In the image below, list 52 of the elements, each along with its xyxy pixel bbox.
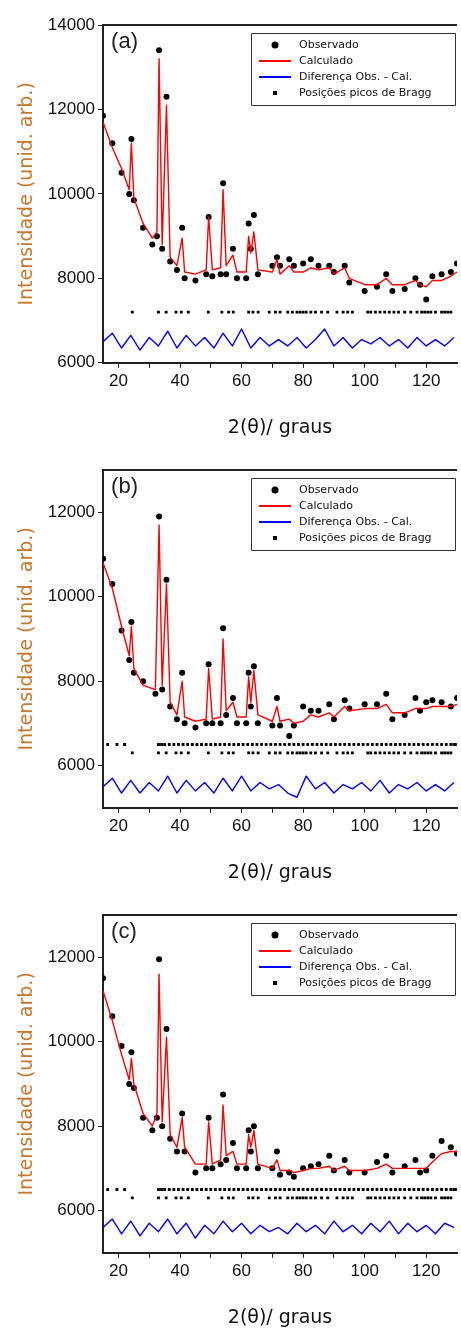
legend-label: Posições picos de Bragg [299, 975, 432, 989]
x-tick-label: 120 [412, 815, 441, 835]
legend-label: Diferença Obs. - Cal. [299, 959, 413, 973]
y-tick-label: 10000 [47, 183, 96, 203]
y-tick-label: 8000 [57, 670, 96, 690]
x-tick-label: 40 [170, 1260, 190, 1280]
x-tick-label: 20 [109, 1260, 128, 1280]
legend-label: Posições picos de Bragg [299, 85, 432, 99]
x-axis-title: 2(θ)/ graus [227, 859, 333, 882]
x-tick-label: 20 [109, 370, 128, 390]
x-tick-label: 80 [293, 815, 313, 835]
legend-label: Observado [299, 927, 359, 941]
x-tick-label: 60 [232, 815, 252, 835]
x-tick-label: 80 [293, 1260, 313, 1280]
y-tick-label: 12000 [47, 99, 96, 119]
y-tick-label: 14000 [47, 14, 96, 34]
x-axis-title: 2(θ)/ graus [227, 1304, 333, 1327]
y-tick-label: 6000 [57, 1200, 96, 1220]
x-axis-title: 2(θ)/ graus [227, 414, 333, 437]
y-tick-label: 8000 [57, 1115, 96, 1135]
legend-label: Calculado [299, 498, 354, 512]
y-axis-title: Intensidade (unid. arb.) [14, 972, 37, 1196]
x-tick-label: 100 [350, 815, 379, 835]
x-tick-label: 120 [412, 370, 441, 390]
y-tick-label: 6000 [57, 755, 96, 775]
legend-label: Observado [299, 482, 359, 496]
y-tick-label: 10000 [47, 586, 96, 606]
x-tick-label: 40 [170, 815, 190, 835]
legend-label: Posições picos de Bragg [299, 530, 432, 544]
y-tick-label: 12000 [47, 501, 96, 521]
x-tick-label: 60 [232, 370, 252, 390]
x-tick-label: 20 [109, 815, 128, 835]
x-tick-label: 40 [170, 370, 190, 390]
legend-label: Observado [299, 37, 359, 51]
legend-label: Calculado [299, 943, 354, 957]
legend-label: Diferença Obs. - Cal. [299, 514, 413, 528]
x-tick-label: 120 [412, 1260, 441, 1280]
y-tick-label: 10000 [47, 1031, 96, 1051]
y-tick-label: 8000 [57, 268, 96, 288]
x-tick-label: 100 [350, 1260, 379, 1280]
x-tick-label: 60 [232, 1260, 252, 1280]
y-tick-label: 6000 [57, 352, 96, 372]
y-axis-title: Intensidade (unid. arb.) [14, 527, 37, 751]
legend-label: Diferença Obs. - Cal. [299, 69, 413, 83]
annotation: (a) [111, 28, 138, 54]
y-tick-label: 12000 [47, 946, 96, 966]
legend-label: Calculado [299, 53, 354, 67]
x-tick-label: 80 [293, 370, 313, 390]
x-tick-label: 100 [350, 370, 379, 390]
annotation: (c) [111, 918, 137, 944]
annotation: (b) [111, 473, 138, 499]
y-axis-title: Intensidade (unid. arb.) [14, 82, 37, 306]
